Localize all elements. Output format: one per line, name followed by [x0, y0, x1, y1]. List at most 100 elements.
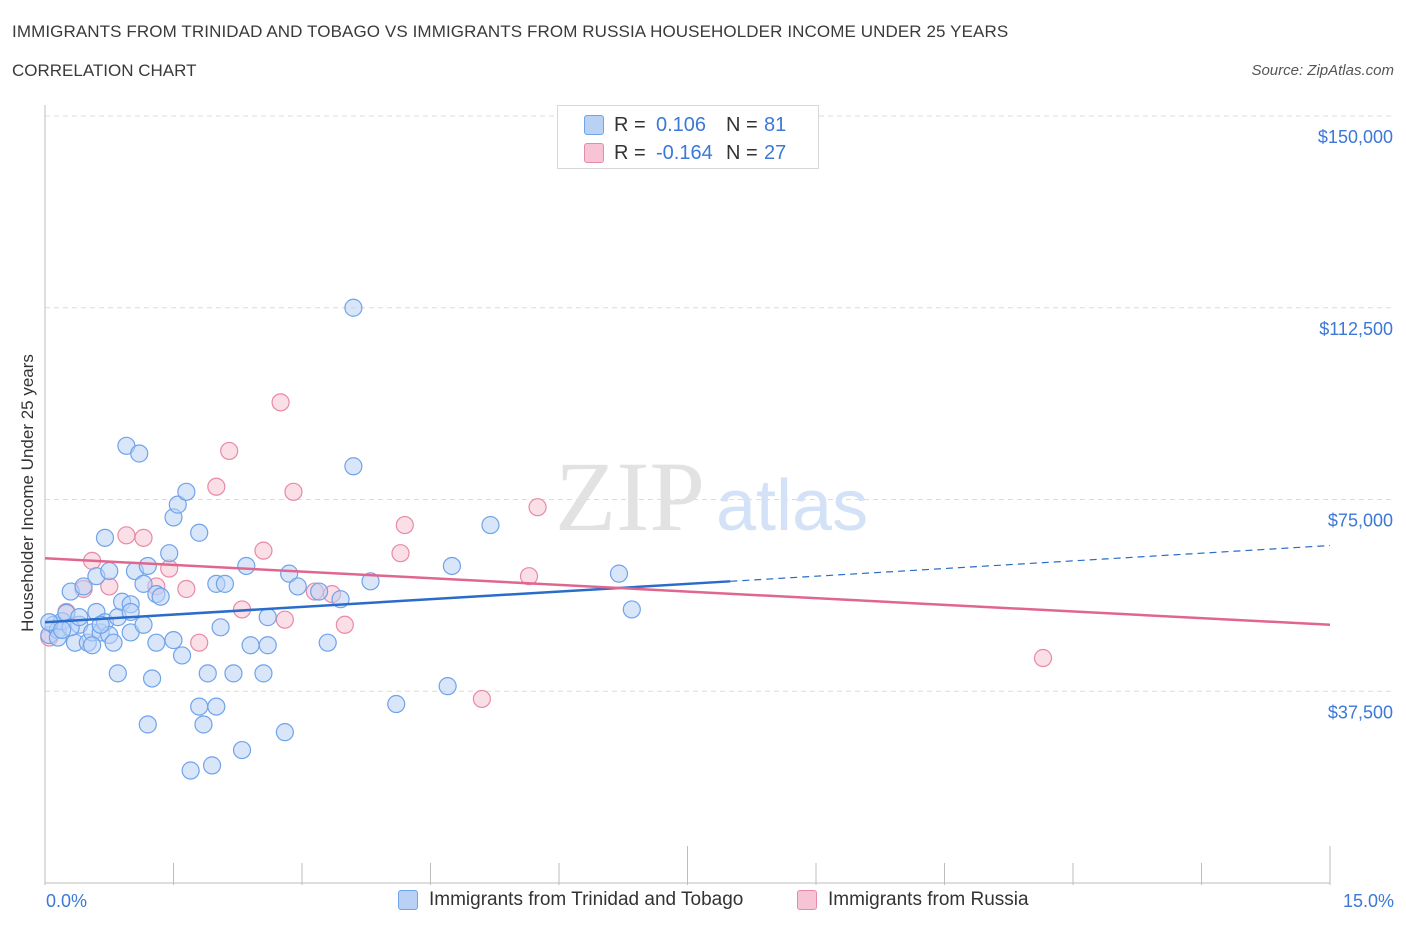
- legend-row-trinidad: R = 0.106 N = 81: [584, 113, 786, 137]
- russia-points: [40, 393, 1053, 709]
- trinidad-point: [104, 633, 123, 652]
- trinidad-point: [168, 495, 187, 514]
- russia-point: [254, 541, 273, 560]
- legend-swatch-trinidad: [584, 115, 604, 135]
- russia-point: [395, 515, 414, 535]
- trinidad-point: [254, 664, 273, 683]
- trinidad-point: [280, 564, 299, 583]
- legend-n-value: 27: [764, 141, 787, 164]
- legend-n-label: N =: [726, 113, 758, 136]
- trinidad-point: [190, 523, 209, 542]
- trinidad-point: [288, 577, 307, 596]
- russia-trend-line: [44, 557, 1331, 627]
- trinidad-point: [172, 646, 192, 665]
- axes: [44, 105, 1331, 885]
- trinidad-point: [207, 697, 226, 716]
- russia-point: [207, 477, 226, 496]
- trinidad-point: [70, 608, 89, 627]
- trinidad-point: [241, 636, 260, 655]
- chart-subtitle: CORRELATION CHART: [12, 61, 197, 80]
- trinidad-point: [609, 564, 629, 583]
- source-label: Source: ZipAtlas.com: [1251, 62, 1394, 79]
- legend-r-value: -0.164: [656, 141, 713, 164]
- legend-n-value: 81: [764, 113, 787, 136]
- series-legend: Immigrants from Trinidad and Tobago Immi…: [0, 889, 1406, 915]
- russia-point: [177, 579, 196, 599]
- trinidad-point: [258, 636, 277, 655]
- y-tick-label: $75,000: [1328, 511, 1393, 531]
- trinidad-point: [177, 482, 196, 501]
- trinidad-point: [215, 574, 234, 593]
- trinidad-point: [134, 615, 153, 634]
- trinidad-point: [74, 577, 93, 596]
- trinidad-point: [100, 561, 119, 581]
- trinidad-point: [91, 615, 110, 634]
- trinidad-point: [344, 457, 363, 476]
- russia-point: [284, 482, 303, 501]
- russia-point: [190, 633, 209, 652]
- trinidad-point: [95, 528, 115, 547]
- russia-point: [519, 567, 539, 586]
- series-legend-russia[interactable]: Immigrants from Russia: [797, 889, 1029, 911]
- trinidad-point: [481, 515, 500, 535]
- trinidad-point: [438, 677, 457, 696]
- russia-point: [1033, 648, 1053, 668]
- trinidad-point: [202, 756, 222, 775]
- trinidad-point: [151, 587, 170, 606]
- trinidad-point: [130, 444, 149, 463]
- russia-point: [472, 689, 491, 709]
- trinidad-point: [53, 620, 72, 639]
- trinidad-trend-extension: [730, 544, 1331, 582]
- trinidad-point: [194, 715, 213, 734]
- trinidad-point: [232, 740, 252, 760]
- legend-r-label: R =: [614, 113, 646, 136]
- russia-point: [134, 528, 153, 547]
- trend-lines: [44, 544, 1331, 627]
- russia-point: [391, 544, 410, 563]
- russia-point: [528, 498, 547, 517]
- legend-row-russia: R = -0.164 N = 27: [584, 141, 786, 165]
- series-legend-trinidad[interactable]: Immigrants from Trinidad and Tobago: [398, 889, 743, 911]
- y-tick-label: $112,500: [1319, 319, 1393, 339]
- watermark: ZIP atlas: [555, 441, 868, 552]
- russia-point: [275, 610, 294, 629]
- trinidad-point: [142, 669, 162, 688]
- trinidad-point: [344, 298, 363, 317]
- trinidad-point: [275, 723, 294, 742]
- russia-point: [271, 393, 290, 412]
- watermark-zip: ZIP: [555, 441, 705, 552]
- trinidad-point: [211, 618, 230, 637]
- trinidad-point: [258, 608, 277, 627]
- trinidad-point: [108, 664, 127, 683]
- trinidad-point: [622, 600, 641, 619]
- series-swatch-russia: [797, 890, 817, 910]
- x-tick-label-min: 0.0%: [46, 891, 88, 911]
- trinidad-point: [181, 761, 200, 780]
- series-name-russia: Immigrants from Russia: [828, 889, 1029, 910]
- trinidad-point: [310, 582, 329, 601]
- trinidad-point: [147, 633, 166, 652]
- trinidad-point: [134, 574, 153, 593]
- legend-swatch-russia: [584, 143, 604, 163]
- series-swatch-trinidad: [398, 890, 418, 910]
- russia-point: [335, 615, 354, 634]
- legend-r-value: 0.106: [656, 113, 707, 136]
- y-tick-label: $150,000: [1318, 127, 1393, 147]
- trinidad-point: [361, 572, 380, 591]
- x-tick-label-max: 15.0%: [1342, 891, 1394, 911]
- trinidad-point: [442, 556, 462, 576]
- russia-point: [160, 559, 179, 578]
- trinidad-point: [83, 636, 102, 655]
- trinidad-point: [138, 715, 157, 734]
- series-name-trinidad: Immigrants from Trinidad and Tobago: [429, 889, 744, 910]
- watermark-atlas: atlas: [716, 466, 868, 546]
- trinidad-point: [198, 664, 217, 683]
- trinidad-point: [237, 556, 256, 576]
- russia-point: [117, 526, 136, 545]
- trinidad-point: [164, 631, 183, 650]
- trinidad-point: [224, 664, 243, 683]
- trinidad-point: [138, 556, 157, 576]
- y-tick-labels: $150,000 $112,500 $75,000 $37,500: [1318, 127, 1393, 722]
- y-tick-label: $37,500: [1328, 702, 1393, 722]
